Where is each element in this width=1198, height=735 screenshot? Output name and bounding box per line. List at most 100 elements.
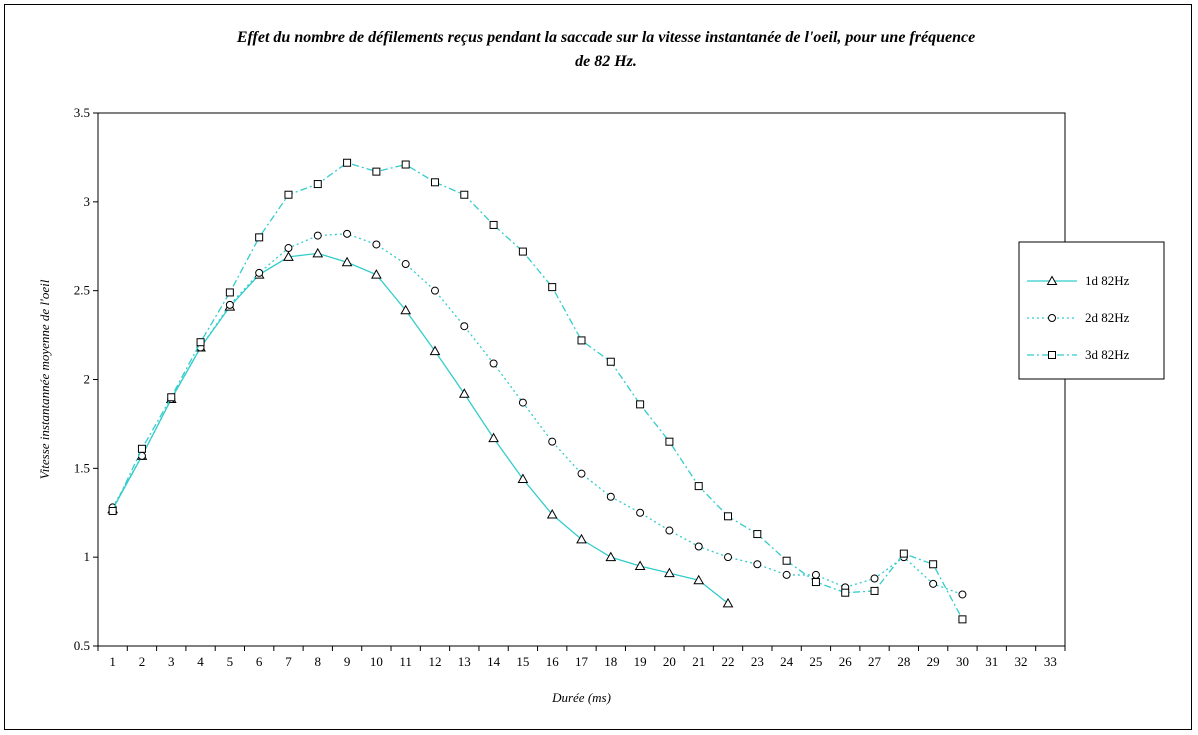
data-point: [517, 473, 529, 483]
y-tick-label: 3: [84, 194, 91, 209]
data-point: [430, 286, 439, 295]
data-point: [634, 560, 646, 571]
x-tick-label: 6: [256, 654, 263, 669]
data-point: [753, 560, 762, 569]
y-tick-label: 3.5: [74, 105, 90, 120]
x-axis-label: Durée (ms): [551, 690, 611, 705]
data-point: [665, 437, 674, 446]
x-tick-label: 20: [663, 654, 676, 669]
x-tick-label: 29: [927, 654, 940, 669]
legend-marker: [1046, 275, 1058, 285]
y-axis-label: Vitesse instantannée moyenne de l'oeil: [37, 279, 52, 479]
series-layer: [107, 158, 967, 624]
data-point: [929, 579, 938, 588]
data-point: [518, 247, 527, 256]
data-point: [137, 444, 146, 453]
data-point: [577, 336, 586, 345]
data-point: [401, 160, 410, 169]
data-point: [753, 530, 762, 539]
chart-title-line-1: Effet du nombre de défilements reçus pen…: [236, 29, 975, 46]
data-point: [899, 549, 908, 558]
x-tick-label: 19: [634, 654, 647, 669]
data-point: [577, 469, 586, 478]
x-tick-label: 17: [575, 654, 589, 669]
data-point: [108, 506, 117, 515]
data-point: [283, 251, 294, 261]
data-point: [489, 220, 498, 229]
series-line: [112, 162, 964, 620]
data-point: [929, 560, 938, 569]
data-point: [724, 512, 733, 521]
data-point: [313, 231, 322, 240]
legend-entry: 2d 82Hz: [1027, 310, 1130, 325]
data-point: [371, 269, 382, 279]
data-point: [372, 167, 381, 176]
data-point: [460, 190, 469, 199]
chart-frame: Effet du nombre de défilements reçus pen…: [4, 4, 1192, 730]
x-tick-label: 2: [139, 654, 146, 669]
y-tick-label: 2: [84, 372, 91, 387]
legend-marker: [1048, 314, 1056, 322]
legend-label: 2d 82Hz: [1085, 310, 1130, 325]
chart-title-line-2: de 82 Hz.: [575, 53, 637, 70]
series-line: [112, 252, 729, 604]
data-point: [489, 359, 498, 368]
data-point: [606, 357, 615, 366]
legend-entry: 1d 82Hz: [1027, 273, 1130, 288]
data-point: [636, 400, 645, 409]
data-point: [225, 300, 234, 309]
y-tick-label: 1: [84, 549, 91, 564]
data-point: [870, 574, 879, 583]
x-tick-label: 14: [487, 654, 501, 669]
line-chart: Effet du nombre de défilements reçus pen…: [37, 29, 1165, 705]
data-point: [401, 260, 410, 269]
data-point: [400, 304, 412, 315]
data-point: [782, 556, 791, 565]
x-tick-label: 15: [516, 654, 529, 669]
data-point: [284, 244, 293, 253]
data-point: [693, 574, 705, 585]
data-point: [724, 553, 733, 562]
plot-area: [97, 112, 1066, 647]
x-tick-label: 1: [109, 654, 116, 669]
x-tick-label: 31: [985, 654, 998, 669]
x-tick-label: 21: [692, 654, 705, 669]
data-point: [167, 393, 176, 402]
legend-label: 1d 82Hz: [1085, 273, 1130, 288]
data-point: [341, 256, 353, 267]
x-tick-label: 28: [897, 654, 910, 669]
data-point: [343, 158, 352, 167]
data-point: [958, 615, 967, 624]
x-tick-label: 18: [604, 654, 617, 669]
series-2: [108, 229, 967, 599]
x-tick-label: 8: [315, 654, 322, 669]
data-point: [958, 590, 967, 599]
data-point: [460, 322, 469, 331]
series-1: [107, 247, 734, 608]
data-point: [722, 597, 734, 608]
y-tick-label: 2.5: [74, 283, 90, 298]
x-tick-label: 23: [751, 654, 764, 669]
data-point: [255, 268, 264, 277]
data-point: [518, 398, 527, 407]
data-point: [841, 588, 850, 597]
legend-entry: 3d 82Hz: [1027, 347, 1130, 362]
data-point: [870, 586, 879, 595]
data-point: [606, 492, 615, 501]
series-3: [108, 158, 967, 624]
legend-marker: [1048, 351, 1056, 359]
x-tick-label: 27: [868, 654, 882, 669]
data-point: [782, 570, 791, 579]
x-axis: 1 2 3 4 5 6 7 8 9 10 11 12 13 14 15 16 17 18 19 20 21 22 23 24 2…: [97, 646, 1066, 669]
data-point: [546, 509, 558, 519]
x-tick-label: 33: [1044, 654, 1057, 669]
data-point: [196, 338, 205, 347]
x-tick-label: 24: [780, 654, 794, 669]
data-point: [312, 247, 324, 258]
data-point: [255, 233, 264, 242]
data-point: [429, 345, 441, 356]
data-point: [548, 437, 557, 446]
data-point: [811, 578, 820, 587]
x-tick-label: 4: [197, 654, 204, 669]
data-point: [665, 526, 674, 535]
